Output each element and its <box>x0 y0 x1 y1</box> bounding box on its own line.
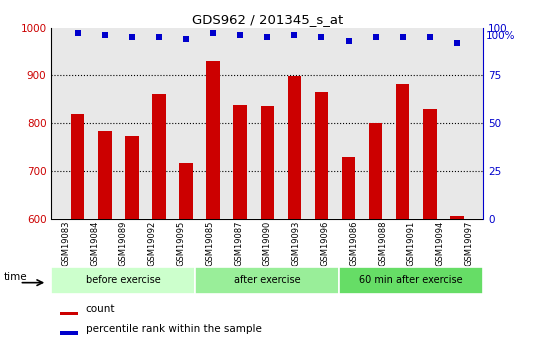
Text: GSM19083: GSM19083 <box>61 221 70 266</box>
Text: GSM19096: GSM19096 <box>320 221 329 266</box>
Bar <box>315 92 328 219</box>
Point <box>127 34 136 40</box>
Text: GSM19089: GSM19089 <box>119 221 128 266</box>
Bar <box>60 312 78 315</box>
Text: GSM19093: GSM19093 <box>292 221 301 266</box>
Point <box>73 31 82 36</box>
Point <box>453 40 461 46</box>
Text: GSM19086: GSM19086 <box>349 221 358 266</box>
Text: GSM19097: GSM19097 <box>464 221 474 266</box>
Bar <box>288 77 301 219</box>
Text: after exercise: after exercise <box>234 275 301 285</box>
Point <box>154 34 163 40</box>
Bar <box>98 130 112 219</box>
Bar <box>60 332 78 335</box>
Bar <box>179 162 193 219</box>
Point <box>372 34 380 40</box>
Point <box>236 32 245 38</box>
Text: 100%: 100% <box>486 31 516 41</box>
Point <box>209 31 218 36</box>
Point <box>182 36 191 42</box>
Text: time: time <box>4 272 28 282</box>
Text: GSM19090: GSM19090 <box>263 221 272 266</box>
Text: percentile rank within the sample: percentile rank within the sample <box>86 324 262 334</box>
Text: GSM19085: GSM19085 <box>205 221 214 266</box>
Bar <box>233 105 247 219</box>
Text: GSM19087: GSM19087 <box>234 221 243 266</box>
Point <box>399 34 407 40</box>
Text: 60 min after exercise: 60 min after exercise <box>360 275 463 285</box>
Text: GSM19091: GSM19091 <box>407 221 416 266</box>
Text: count: count <box>86 305 116 314</box>
Text: GSM19084: GSM19084 <box>90 221 99 266</box>
Bar <box>450 216 464 219</box>
Point <box>263 34 272 40</box>
Point <box>426 34 434 40</box>
FancyBboxPatch shape <box>51 267 195 294</box>
Point <box>317 34 326 40</box>
FancyBboxPatch shape <box>339 267 483 294</box>
Bar <box>423 109 436 219</box>
Title: GDS962 / 201345_s_at: GDS962 / 201345_s_at <box>192 13 343 27</box>
Text: GSM19094: GSM19094 <box>436 221 444 266</box>
Bar <box>396 84 409 219</box>
Text: GSM19095: GSM19095 <box>177 221 185 266</box>
Text: GSM19088: GSM19088 <box>378 221 387 266</box>
Bar <box>71 114 84 219</box>
FancyBboxPatch shape <box>195 267 339 294</box>
Text: before exercise: before exercise <box>86 275 161 285</box>
Bar <box>125 136 139 219</box>
Point <box>290 32 299 38</box>
Bar <box>206 61 220 219</box>
Bar <box>369 123 382 219</box>
Point <box>344 38 353 44</box>
Bar <box>152 93 166 219</box>
Text: GSM19092: GSM19092 <box>147 221 157 266</box>
Bar <box>342 157 355 219</box>
Point <box>100 32 109 38</box>
Bar <box>260 106 274 219</box>
